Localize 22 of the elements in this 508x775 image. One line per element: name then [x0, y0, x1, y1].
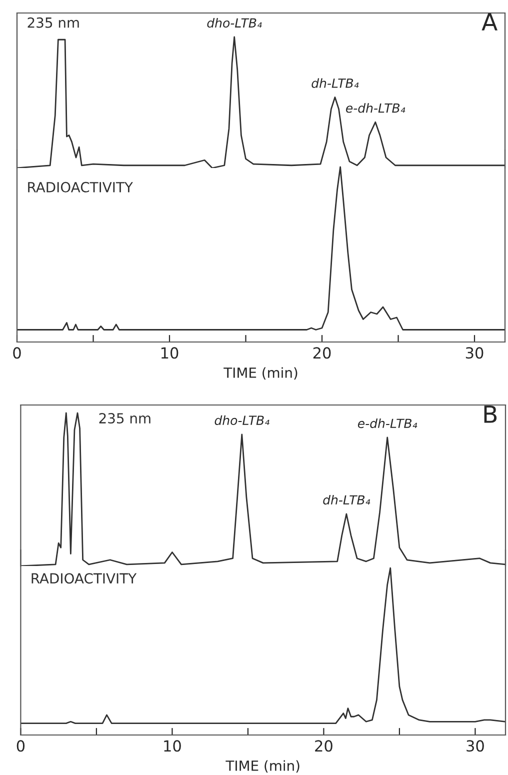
chart-title: B	[484, 406, 497, 423]
annotation: dho-LTB₄	[214, 415, 270, 426]
x-tick-label: 10	[161, 347, 178, 359]
x-tick-label: 0	[13, 347, 21, 359]
x-tick-label: 30	[466, 740, 484, 752]
chart-title: A	[482, 13, 498, 30]
x-axis-title: TIME (min)	[226, 760, 300, 773]
text: RADIOACTIVITY	[28, 182, 133, 192]
x-tick-label: 30	[466, 347, 484, 359]
annotation: e-dh-LTB₄	[358, 418, 418, 428]
annotation: e-dh-LTB₄	[346, 103, 406, 113]
x-tick-label: 20	[315, 740, 332, 752]
x-tick-label: 10	[164, 740, 181, 752]
annotation: dh-LTB₄	[323, 494, 370, 505]
series-label: 235 nm	[99, 413, 150, 424]
x-tick-label: 20	[313, 347, 331, 359]
x-tick-label: 0	[16, 740, 25, 752]
annotation: dh-LTB₄	[312, 78, 359, 88]
x-axis-title: TIME (min)	[224, 367, 298, 380]
text: RADIOACTIVITY	[32, 573, 137, 584]
annotation: dho-LTB₄	[207, 18, 262, 28]
series-label: 235 nm	[28, 17, 79, 28]
